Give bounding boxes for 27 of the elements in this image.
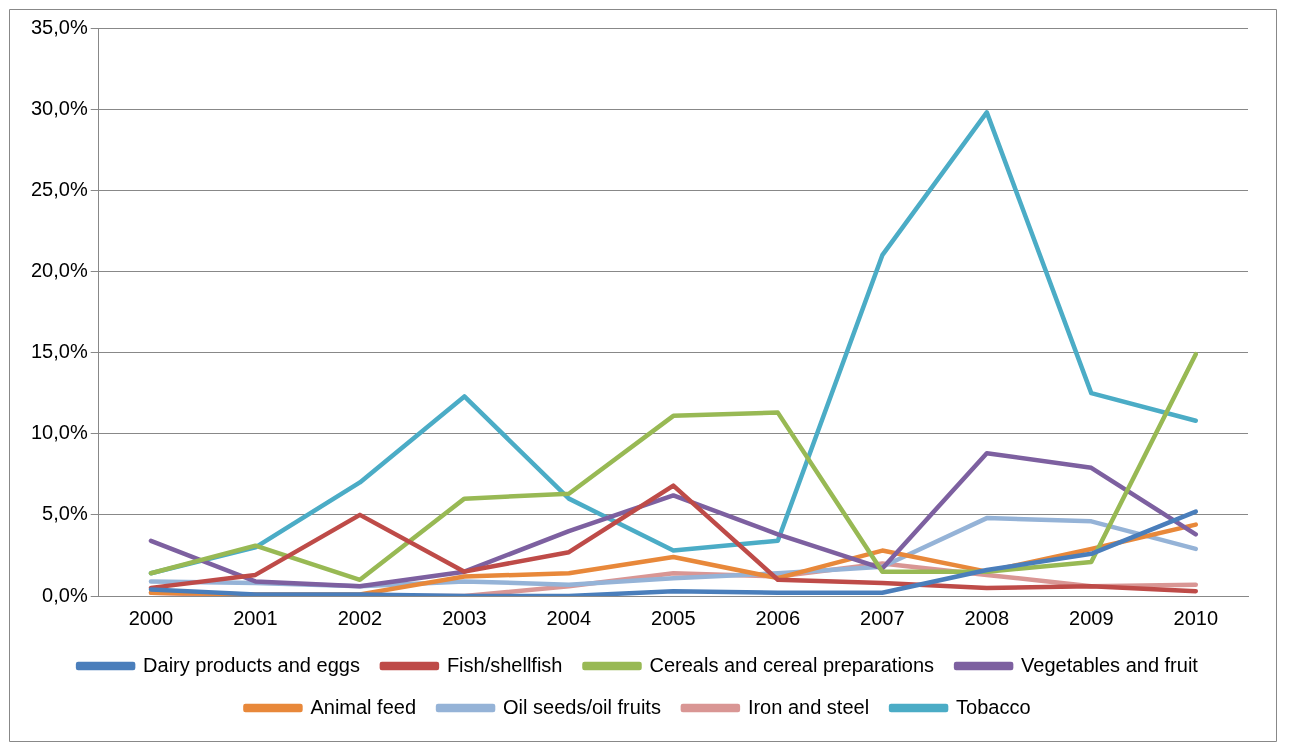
x-tick-label: 2005 — [651, 606, 696, 629]
legend-label: Dairy products and eggs — [143, 653, 360, 676]
x-tick-label: 2007 — [860, 606, 905, 629]
legend-label: Tobacco — [956, 695, 1031, 718]
y-tick-label: 10,0% — [30, 421, 88, 444]
legend-label: Iron and steel — [747, 695, 870, 718]
y-tick-label: 0,0% — [42, 583, 88, 606]
legend-label: Oil seeds/oil fruits — [503, 695, 661, 718]
legend-label: Vegetables and fruit — [1021, 653, 1199, 676]
x-tick-label: 2004 — [546, 606, 592, 629]
x-tick-label: 2001 — [233, 606, 278, 629]
x-tick-label: 2000 — [128, 606, 174, 629]
x-tick-label: 2002 — [337, 606, 383, 629]
y-tick-label: 5,0% — [42, 502, 88, 525]
y-tick-label: 20,0% — [30, 258, 88, 281]
x-tick-label: 2008 — [964, 606, 1010, 629]
legend-label: Fish/shellfish — [446, 653, 563, 676]
y-tick-label: 35,0% — [30, 15, 88, 38]
x-tick-label: 2009 — [1069, 606, 1114, 629]
y-tick-label: 25,0% — [30, 177, 88, 200]
x-tick-label: 2006 — [755, 606, 801, 629]
legend-label: Cereals and cereal preparations — [649, 653, 935, 676]
y-tick-label: 30,0% — [30, 96, 88, 119]
x-tick-label: 2003 — [442, 606, 487, 629]
legend-label: Animal feed — [310, 695, 417, 718]
x-tick-label: 2010 — [1173, 606, 1219, 629]
y-tick-label: 15,0% — [30, 340, 88, 363]
